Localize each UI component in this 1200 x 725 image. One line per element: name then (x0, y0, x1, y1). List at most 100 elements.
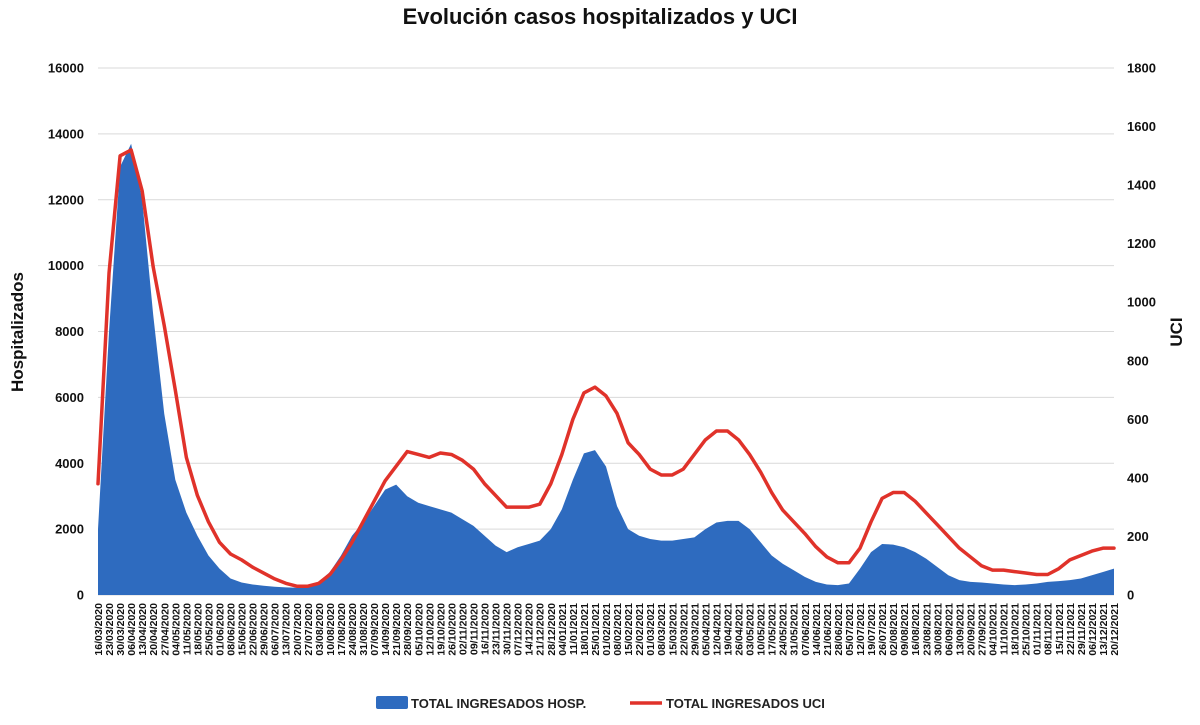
x-tick-label: 09/11/2020 (468, 603, 480, 655)
x-axis-ticks: 16/03/2020 23/03/2020 30/03/2020 06/04/2020… (93, 603, 1121, 656)
x-tick-label: 21/06/2021 (822, 603, 834, 656)
x-tick-label: 13/12/2021 (1098, 603, 1110, 656)
x-tick-label: 12/10/2020 (424, 603, 436, 656)
x-tick-label: 21/12/2020 (535, 603, 547, 656)
x-tick-label: 04/05/2020 (170, 603, 182, 656)
y-left-tick-label: 12000 (48, 192, 84, 207)
x-tick-label: 11/05/2020 (181, 603, 193, 655)
x-tick-label: 08/03/2021 (656, 603, 668, 656)
x-tick-label: 10/08/2020 (325, 603, 337, 656)
x-tick-label: 19/10/2020 (435, 603, 447, 656)
x-tick-label: 03/05/2021 (745, 603, 757, 656)
x-tick-label: 05/07/2021 (844, 603, 856, 656)
x-tick-label: 25/01/2021 (590, 603, 602, 656)
x-tick-label: 26/07/2021 (877, 603, 889, 656)
y-left-tick-label: 6000 (55, 390, 84, 405)
x-tick-label: 04/01/2021 (557, 603, 569, 656)
x-tick-label: 15/03/2021 (667, 603, 679, 656)
legend-uci-label: TOTAL INGRESADOS UCI (666, 696, 825, 711)
x-tick-label: 25/05/2020 (203, 603, 215, 656)
x-tick-label: 31/08/2020 (358, 603, 370, 656)
x-tick-label: 03/08/2020 (314, 603, 326, 656)
x-tick-label: 07/12/2020 (513, 603, 525, 656)
x-tick-label: 27/04/2020 (159, 603, 171, 656)
x-tick-label: 08/06/2020 (226, 603, 238, 656)
x-tick-label: 26/10/2020 (446, 603, 458, 656)
x-tick-label: 06/12/2021 (1087, 603, 1099, 656)
x-tick-label: 08/02/2021 (612, 603, 624, 656)
x-tick-label: 16/08/2021 (910, 603, 922, 656)
x-tick-label: 16/11/2020 (480, 603, 492, 655)
x-tick-label: 21/09/2020 (391, 603, 403, 656)
y-right-tick-label: 600 (1127, 412, 1149, 427)
x-tick-label: 20/09/2021 (965, 603, 977, 656)
x-tick-label: 22/11/2021 (1065, 603, 1077, 655)
x-tick-label: 27/07/2020 (303, 603, 315, 656)
x-tick-label: 04/10/2021 (988, 603, 1000, 656)
x-tick-label: 29/11/2021 (1076, 603, 1088, 655)
x-tick-label: 31/05/2021 (789, 603, 801, 656)
x-tick-label: 23/03/2020 (104, 603, 116, 656)
x-tick-label: 28/09/2020 (402, 603, 414, 656)
x-tick-label: 19/04/2021 (722, 603, 734, 656)
x-tick-label: 13/04/2020 (137, 603, 149, 656)
x-tick-label: 01/02/2021 (601, 603, 613, 656)
x-tick-label: 20/04/2020 (148, 603, 160, 656)
legend-hosp-swatch (376, 696, 408, 709)
x-tick-label: 28/06/2021 (833, 603, 845, 656)
x-tick-label: 18/10/2021 (1010, 603, 1022, 656)
x-tick-label: 22/02/2021 (634, 603, 646, 656)
x-tick-label: 15/11/2021 (1054, 603, 1066, 655)
x-tick-label: 30/08/2021 (932, 603, 944, 656)
x-tick-label: 14/09/2020 (380, 603, 392, 656)
x-tick-label: 17/05/2021 (767, 603, 779, 656)
x-tick-label: 30/11/2020 (502, 603, 514, 655)
y-left-tick-label: 14000 (48, 126, 84, 141)
x-tick-label: 06/07/2020 (270, 603, 282, 656)
y-right-tick-label: 1400 (1127, 178, 1156, 193)
x-tick-label: 08/11/2021 (1043, 603, 1055, 655)
x-tick-label: 15/02/2021 (623, 603, 635, 656)
gridlines (98, 67, 1114, 596)
y-right-tick-label: 1600 (1127, 119, 1156, 134)
x-tick-label: 20/07/2020 (292, 603, 304, 656)
y-right-tick-label: 200 (1127, 529, 1149, 544)
y-right-tick-label: 400 (1127, 470, 1149, 485)
y-axis-right-ticks: 0 200 400 600 800 1000 1200 1400 1600 1800 (1127, 61, 1156, 603)
hosp-area-series (97, 143, 1115, 595)
x-tick-label: 24/05/2021 (778, 603, 790, 656)
y-right-tick-label: 0 (1127, 588, 1134, 603)
x-tick-label: 06/09/2021 (943, 603, 955, 656)
x-tick-label: 19/07/2021 (866, 603, 878, 656)
x-tick-label: 12/07/2021 (855, 603, 867, 656)
x-tick-label: 23/08/2021 (921, 603, 933, 656)
x-tick-label: 29/03/2021 (689, 603, 701, 656)
y-axis-right-title: UCI (1167, 317, 1186, 346)
x-tick-label: 10/05/2021 (756, 603, 768, 656)
x-tick-label: 02/08/2021 (888, 603, 900, 656)
legend-hosp-label: TOTAL INGRESADOS HOSP. (411, 696, 586, 711)
y-right-tick-label: 800 (1127, 353, 1149, 368)
x-tick-label: 20/12/2021 (1109, 603, 1121, 656)
x-tick-label: 23/11/2020 (491, 603, 503, 655)
y-right-tick-label: 1200 (1127, 236, 1156, 251)
x-tick-label: 26/04/2021 (734, 603, 746, 656)
x-tick-label: 01/03/2021 (645, 603, 657, 656)
x-tick-label: 15/06/2020 (237, 603, 249, 656)
y-axis-left-ticks: 0 2000 4000 6000 8000 10000 12000 14000 16000 (48, 61, 84, 603)
x-tick-label: 17/08/2020 (336, 603, 348, 656)
x-tick-label: 01/06/2020 (214, 603, 226, 656)
x-tick-label: 13/07/2020 (281, 603, 293, 656)
x-tick-label: 28/12/2020 (546, 603, 558, 656)
x-tick-label: 09/08/2021 (899, 603, 911, 656)
y-left-tick-label: 16000 (48, 61, 84, 76)
y-left-tick-label: 2000 (55, 522, 84, 537)
x-tick-label: 18/05/2020 (192, 603, 204, 656)
y-axis-left-title: Hospitalizados (8, 272, 27, 392)
x-tick-label: 11/10/2021 (999, 603, 1011, 655)
x-tick-label: 05/10/2020 (413, 603, 425, 656)
x-tick-label: 22/03/2021 (678, 603, 690, 656)
uci-line-series (96, 148, 1116, 588)
y-left-tick-label: 10000 (48, 258, 84, 273)
